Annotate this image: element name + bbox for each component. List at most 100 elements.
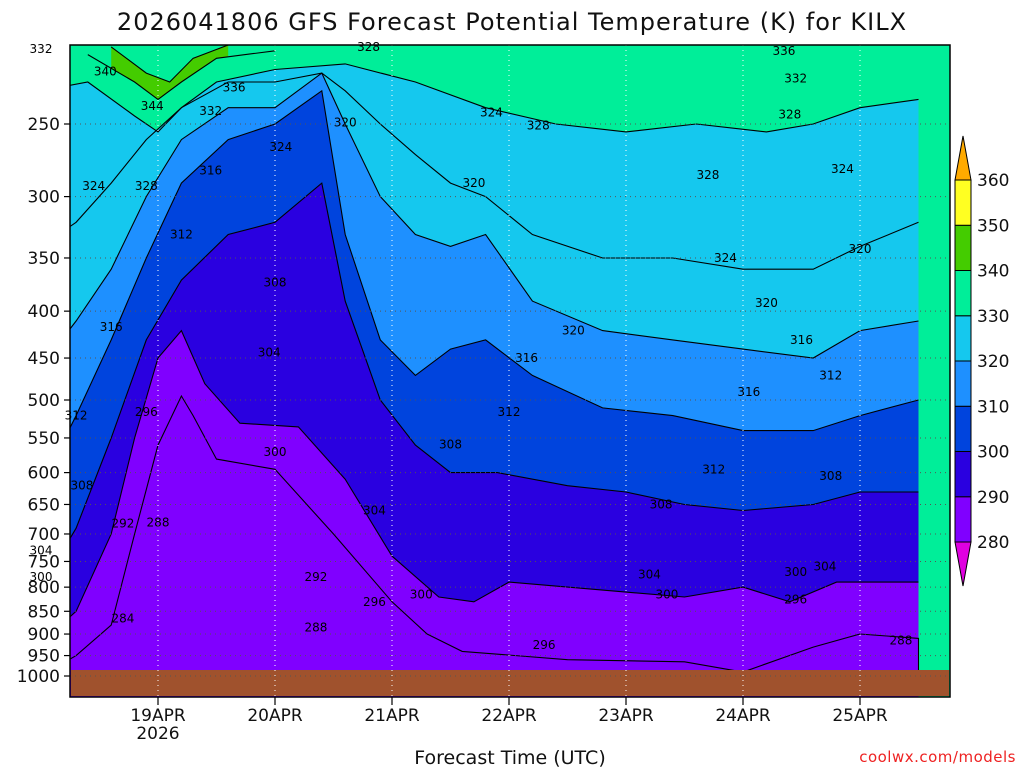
colorbar-tick-label: 330 bbox=[977, 307, 1009, 327]
contour-line-340 bbox=[87, 50, 276, 101]
contour-label: 300 bbox=[784, 565, 807, 579]
contour-label: 300 bbox=[264, 445, 287, 459]
contour-label: 308 bbox=[439, 437, 462, 451]
ground-band bbox=[71, 670, 949, 696]
ground-fill bbox=[71, 670, 949, 696]
colorbar-tick-label: 300 bbox=[977, 443, 1009, 463]
y-tick-label: 700 bbox=[28, 525, 60, 545]
contour-label: 308 bbox=[819, 469, 842, 483]
y-tick-label: 250 bbox=[28, 115, 60, 135]
x-tick-label: 23APR bbox=[598, 706, 654, 726]
y-tick-label: 300 bbox=[28, 188, 60, 208]
credit-link[interactable]: coolwx.com/models bbox=[859, 748, 1016, 766]
x-tick-sublabel: 2026 bbox=[136, 724, 179, 744]
colorbar-swatch bbox=[954, 360, 972, 407]
y-tick-label: 950 bbox=[28, 647, 60, 667]
contour-label: 328 bbox=[696, 168, 719, 182]
plot-area bbox=[70, 45, 950, 697]
contour-label: 308 bbox=[70, 479, 93, 493]
contour-label: 304 bbox=[258, 346, 281, 360]
contour-label: 328 bbox=[135, 179, 158, 193]
contour-label: 316 bbox=[790, 333, 813, 347]
colorbar-swatch bbox=[954, 270, 972, 317]
contour-line-344 bbox=[110, 45, 229, 83]
contour-label: 288 bbox=[304, 620, 327, 634]
colorbar: 280 290 300 310 320 330 340 350 360 bbox=[954, 135, 1009, 587]
contour-line-324 bbox=[70, 72, 919, 270]
y-tick-label: 350 bbox=[28, 249, 60, 269]
contour-line-316 bbox=[70, 72, 919, 359]
x-axis-label: Forecast Time (UTC) bbox=[414, 747, 605, 768]
y-tick-label: 750 bbox=[28, 552, 60, 572]
plot-frame bbox=[69, 44, 951, 698]
contour-label: 312 bbox=[498, 405, 521, 419]
contour-label: 296 bbox=[784, 592, 807, 606]
contour-label: 324 bbox=[714, 251, 737, 265]
contour-label: 328 bbox=[527, 119, 550, 133]
contour-label: 336 bbox=[223, 80, 246, 94]
contour-label: 340 bbox=[94, 64, 117, 78]
contour-label: 320 bbox=[462, 176, 485, 190]
contour-label: 332 bbox=[30, 42, 53, 56]
contour-line-300 bbox=[70, 182, 919, 540]
contour-label: 332 bbox=[199, 104, 222, 118]
contour-label: 296 bbox=[135, 405, 158, 419]
contour-label: 300 bbox=[655, 588, 678, 602]
contour-label: 292 bbox=[304, 570, 327, 584]
colorbar-swatch bbox=[954, 224, 972, 271]
contour-label: 308 bbox=[264, 275, 287, 289]
contour-label: 296 bbox=[533, 638, 556, 652]
contour-label: 316 bbox=[515, 351, 538, 365]
x-tick-label: 24APR bbox=[715, 706, 771, 726]
contour-line-308 bbox=[70, 89, 919, 432]
contour-label: 328 bbox=[778, 107, 801, 121]
y-tick-label: 550 bbox=[28, 429, 60, 449]
colorbar-swatch bbox=[954, 405, 972, 452]
colorbar-swatch bbox=[954, 315, 972, 362]
contour-label: 332 bbox=[784, 71, 807, 85]
contour-label: 300 bbox=[30, 570, 53, 584]
contour-label: 344 bbox=[141, 99, 164, 113]
contour-label: 304 bbox=[813, 560, 836, 574]
contour-line-288 bbox=[70, 394, 920, 676]
colorbar-min-arrow bbox=[954, 541, 972, 587]
colorbar-tick-label: 340 bbox=[977, 262, 1009, 282]
contour-label: 312 bbox=[702, 462, 725, 476]
y-tick-label: 650 bbox=[28, 495, 60, 515]
x-tick-label: 20APR bbox=[247, 706, 303, 726]
contour-label: 320 bbox=[334, 115, 357, 129]
y-tick-label: 450 bbox=[28, 349, 60, 369]
x-tick-label: 22APR bbox=[481, 706, 537, 726]
contour-label: 324 bbox=[480, 106, 503, 120]
contour-label: 304 bbox=[30, 544, 53, 558]
contour-label: 288 bbox=[147, 515, 170, 529]
x-tick-label: 25APR bbox=[832, 706, 888, 726]
contour-label: 320 bbox=[849, 242, 872, 256]
colorbar-tick-label: 350 bbox=[977, 216, 1009, 236]
chart-title: 2026041806 GFS Forecast Potential Temper… bbox=[117, 8, 907, 36]
colorbar-swatch bbox=[954, 179, 972, 226]
x-tick-label: 19APR bbox=[130, 706, 186, 726]
colorbar-swatch bbox=[954, 451, 972, 498]
contour-label: 336 bbox=[772, 44, 795, 58]
y-tick-label: 1000 bbox=[17, 667, 60, 687]
contour-line-332 bbox=[70, 63, 919, 133]
contour-label: 284 bbox=[111, 611, 134, 625]
contour-label: 316 bbox=[100, 320, 123, 334]
contour-label: 316 bbox=[199, 164, 222, 178]
colorbar-swatch bbox=[954, 496, 972, 543]
y-tick-label: 500 bbox=[28, 391, 60, 411]
theta-band-288 bbox=[70, 396, 919, 697]
contour-label: 320 bbox=[755, 296, 778, 310]
contour-label: 324 bbox=[82, 179, 105, 193]
colorbar-tick-label: 280 bbox=[977, 533, 1009, 553]
contour-label: 312 bbox=[65, 409, 88, 423]
y-tick-label: 800 bbox=[28, 578, 60, 598]
contour-label: 324 bbox=[831, 162, 854, 176]
colorbar-tick-label: 320 bbox=[977, 352, 1009, 372]
contour-label: 324 bbox=[269, 140, 292, 154]
contour-label: 312 bbox=[170, 228, 193, 242]
colorbar-tick-label: 290 bbox=[977, 488, 1009, 508]
